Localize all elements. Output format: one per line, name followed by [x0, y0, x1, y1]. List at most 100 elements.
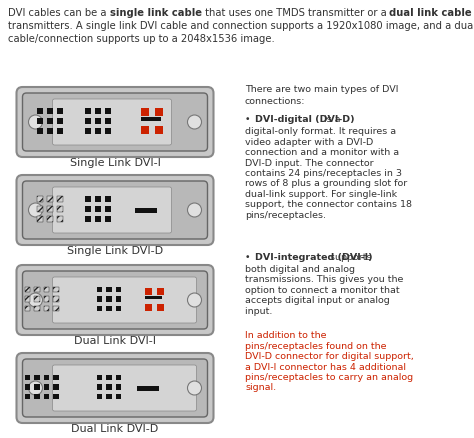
FancyBboxPatch shape	[22, 93, 208, 151]
Bar	[116, 375, 121, 381]
Text: transmitters. A single link DVI cable and connection supports a 1920x1080 image,: transmitters. A single link DVI cable an…	[8, 21, 474, 31]
Bar	[47, 108, 53, 113]
Bar	[37, 216, 43, 222]
Bar	[105, 195, 111, 201]
FancyBboxPatch shape	[22, 181, 208, 239]
Circle shape	[28, 203, 43, 217]
Text: In addition to the
pins/receptacles found on the
DVI-D connector for digital sup: In addition to the pins/receptacles foun…	[245, 332, 414, 392]
FancyBboxPatch shape	[53, 187, 172, 233]
Bar	[105, 118, 111, 124]
Text: is a: is a	[255, 115, 340, 124]
Circle shape	[188, 203, 201, 217]
Bar	[157, 288, 164, 295]
Bar	[44, 375, 49, 381]
Bar	[85, 206, 91, 212]
FancyBboxPatch shape	[53, 277, 197, 323]
FancyBboxPatch shape	[17, 265, 213, 335]
Bar	[34, 287, 40, 293]
Bar	[116, 287, 121, 293]
Bar	[85, 195, 91, 201]
Text: single link cable: single link cable	[109, 8, 201, 18]
Bar	[141, 126, 149, 134]
Circle shape	[188, 115, 201, 129]
FancyBboxPatch shape	[17, 353, 213, 423]
Bar	[105, 206, 111, 212]
Bar	[34, 394, 40, 399]
Bar	[106, 394, 112, 399]
Bar	[47, 195, 53, 201]
Bar	[37, 128, 43, 134]
Bar	[137, 385, 159, 391]
FancyBboxPatch shape	[22, 359, 208, 417]
Bar	[155, 126, 163, 134]
Bar	[145, 296, 163, 299]
Bar	[37, 118, 43, 124]
Bar	[44, 296, 49, 302]
Bar	[44, 384, 49, 390]
Text: Single Link DVI-I: Single Link DVI-I	[70, 158, 160, 168]
Bar	[53, 375, 59, 381]
Bar	[47, 118, 53, 124]
Circle shape	[28, 293, 43, 307]
Bar	[97, 384, 102, 390]
Text: DVI cables can be a: DVI cables can be a	[8, 8, 109, 18]
Bar	[37, 206, 43, 212]
Bar	[25, 296, 30, 302]
Bar	[97, 375, 102, 381]
Circle shape	[28, 115, 43, 129]
Bar	[57, 108, 64, 113]
Bar	[116, 296, 121, 302]
Bar	[25, 384, 30, 390]
FancyBboxPatch shape	[17, 87, 213, 157]
Text: both digital and analog
transmissions. This gives you the
option to connect a mo: both digital and analog transmissions. T…	[245, 265, 403, 316]
Bar	[95, 195, 101, 201]
Bar	[106, 384, 112, 390]
Bar	[106, 296, 112, 302]
Bar	[44, 287, 49, 293]
Bar	[141, 108, 149, 116]
Text: cable/connection supports up to a 2048x1536 image.: cable/connection supports up to a 2048x1…	[8, 34, 275, 44]
Circle shape	[188, 293, 201, 307]
Bar	[44, 394, 49, 399]
Bar	[85, 108, 91, 113]
Bar	[34, 306, 40, 311]
Text: DVI-integrated (DVI-I): DVI-integrated (DVI-I)	[255, 252, 373, 261]
Text: with two: with two	[472, 8, 474, 18]
Bar	[97, 306, 102, 311]
Bar	[53, 287, 59, 293]
Bar	[95, 108, 101, 113]
Bar	[25, 394, 30, 399]
Bar	[105, 128, 111, 134]
Text: Dual Link DVI-D: Dual Link DVI-D	[72, 424, 159, 434]
Text: •: •	[245, 115, 254, 124]
Text: DVI-digital (DVI-D): DVI-digital (DVI-D)	[255, 115, 355, 124]
Bar	[34, 296, 40, 302]
Bar	[57, 128, 64, 134]
Text: dual link cable: dual link cable	[390, 8, 472, 18]
Bar	[105, 108, 111, 113]
Text: supports: supports	[255, 252, 372, 261]
Text: There are two main types of DVI: There are two main types of DVI	[245, 85, 399, 94]
Bar	[85, 216, 91, 222]
Bar	[57, 216, 64, 222]
Bar	[37, 108, 43, 113]
Bar	[116, 306, 121, 311]
Bar	[95, 216, 101, 222]
FancyBboxPatch shape	[17, 175, 213, 245]
Bar	[47, 206, 53, 212]
Bar	[53, 394, 59, 399]
Bar	[37, 195, 43, 201]
Text: Single Link DVI-D: Single Link DVI-D	[67, 246, 163, 256]
Bar	[57, 206, 64, 212]
Bar	[47, 128, 53, 134]
Bar	[85, 128, 91, 134]
Bar	[105, 216, 111, 222]
Bar	[106, 375, 112, 381]
Text: •: •	[245, 252, 254, 261]
Bar	[44, 306, 49, 311]
Bar	[141, 117, 161, 120]
Bar	[145, 288, 152, 295]
Text: that uses one TMDS transmitter or a: that uses one TMDS transmitter or a	[201, 8, 390, 18]
Bar	[157, 304, 164, 311]
Circle shape	[28, 381, 43, 395]
